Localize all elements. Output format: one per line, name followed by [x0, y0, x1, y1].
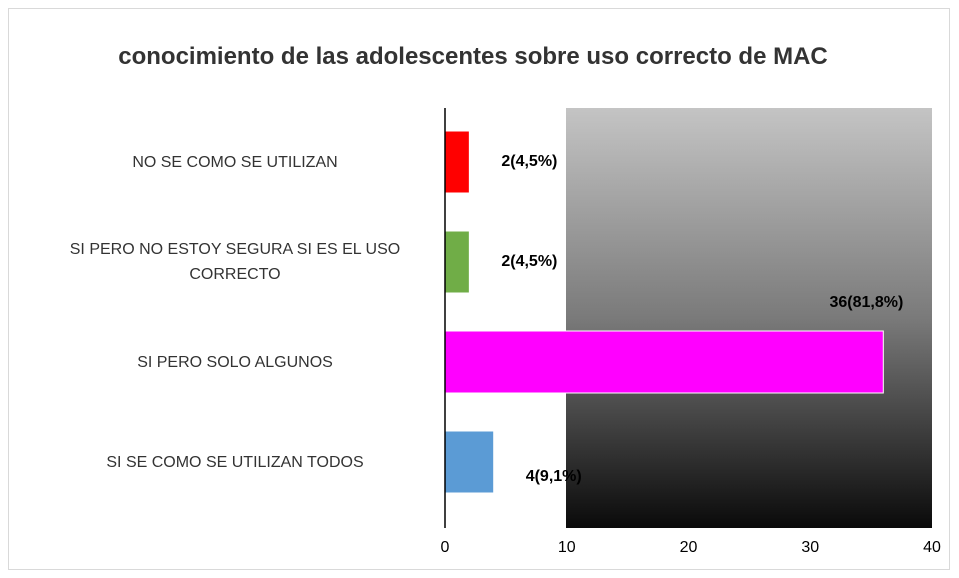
bar [444, 330, 884, 394]
bar [444, 130, 470, 194]
y-tick-label: NO SE COMO SE UTILIZAN [132, 153, 338, 171]
data-label: 2(4,5%) [501, 253, 557, 270]
bar [444, 430, 495, 494]
chart-title: conocimiento de las adolescentes sobre u… [118, 43, 828, 70]
y-tick-label: SI SE COMO SE UTILIZAN TODOS [106, 453, 364, 471]
x-tick-label: 0 [441, 539, 450, 556]
y-tick-label: SI PERO SOLO ALGUNOS [137, 353, 333, 371]
x-tick-label: 40 [923, 539, 941, 556]
x-tick-label: 30 [801, 539, 819, 556]
x-tick-label: 20 [680, 539, 698, 556]
y-tick-label: SI PERO NO ESTOY SEGURA SI ES EL USO COR… [69, 241, 401, 283]
data-label: 36(81,8%) [829, 294, 903, 311]
x-tick-label: 10 [558, 539, 576, 556]
bar [444, 230, 470, 294]
background-gradient [566, 108, 932, 528]
data-label: 4(9,1%) [526, 468, 582, 485]
data-label: 2(4,5%) [501, 153, 557, 170]
